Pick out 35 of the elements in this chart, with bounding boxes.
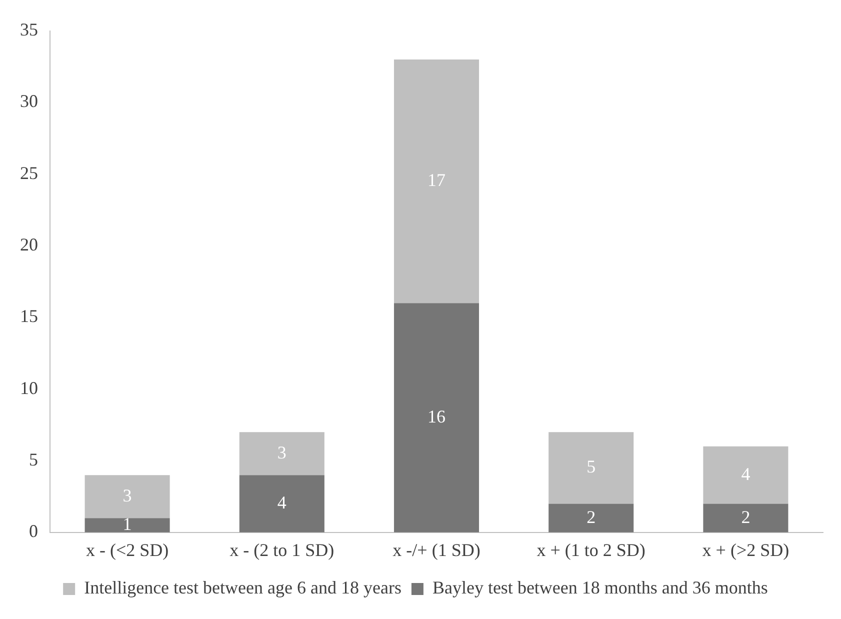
- y-tick-label: 15: [20, 306, 38, 326]
- bar: [703, 446, 788, 504]
- y-tick-label: 10: [20, 378, 38, 398]
- x-tick-label: x - (2 to 1 SD): [230, 540, 334, 560]
- bar: [239, 475, 324, 532]
- bar: [84, 475, 170, 518]
- bar: [84, 518, 170, 532]
- y-tick-label: 20: [20, 234, 38, 255]
- y-tick-label: 5: [29, 449, 38, 470]
- data-label: 4: [741, 464, 750, 484]
- bar: [394, 59, 480, 304]
- legend-label: Bayley test between 18 months and 36 months: [432, 578, 768, 598]
- y-tick-label: 25: [20, 162, 38, 183]
- data-label: 2: [741, 506, 750, 527]
- data-label: 4: [277, 492, 286, 512]
- bar: [548, 504, 634, 532]
- y-tick-label: 30: [20, 91, 38, 112]
- y-tick-label: 35: [20, 20, 38, 40]
- data-label: 5: [586, 456, 596, 477]
- data-label: 17: [428, 170, 446, 190]
- x-tick-label: x -/+ (1 SD): [392, 540, 480, 560]
- bar: [548, 432, 634, 504]
- data-label: 16: [428, 406, 446, 426]
- bar: [394, 303, 480, 532]
- data-label: 3: [277, 442, 286, 462]
- legend-label: Intelligence test between age 6 and 18 years: [84, 578, 402, 598]
- x-tick-label: x + (>2 SD): [702, 540, 790, 560]
- bar: [703, 504, 788, 532]
- x-tick-label: x + (1 to 2 SD): [536, 540, 646, 560]
- bar: [239, 432, 324, 476]
- y-tick-label: 0: [29, 521, 38, 542]
- data-label: 2: [586, 506, 596, 527]
- data-label: 3: [122, 485, 132, 506]
- x-tick-label: x - (<2 SD): [86, 540, 169, 560]
- data-label: 1: [122, 514, 132, 534]
